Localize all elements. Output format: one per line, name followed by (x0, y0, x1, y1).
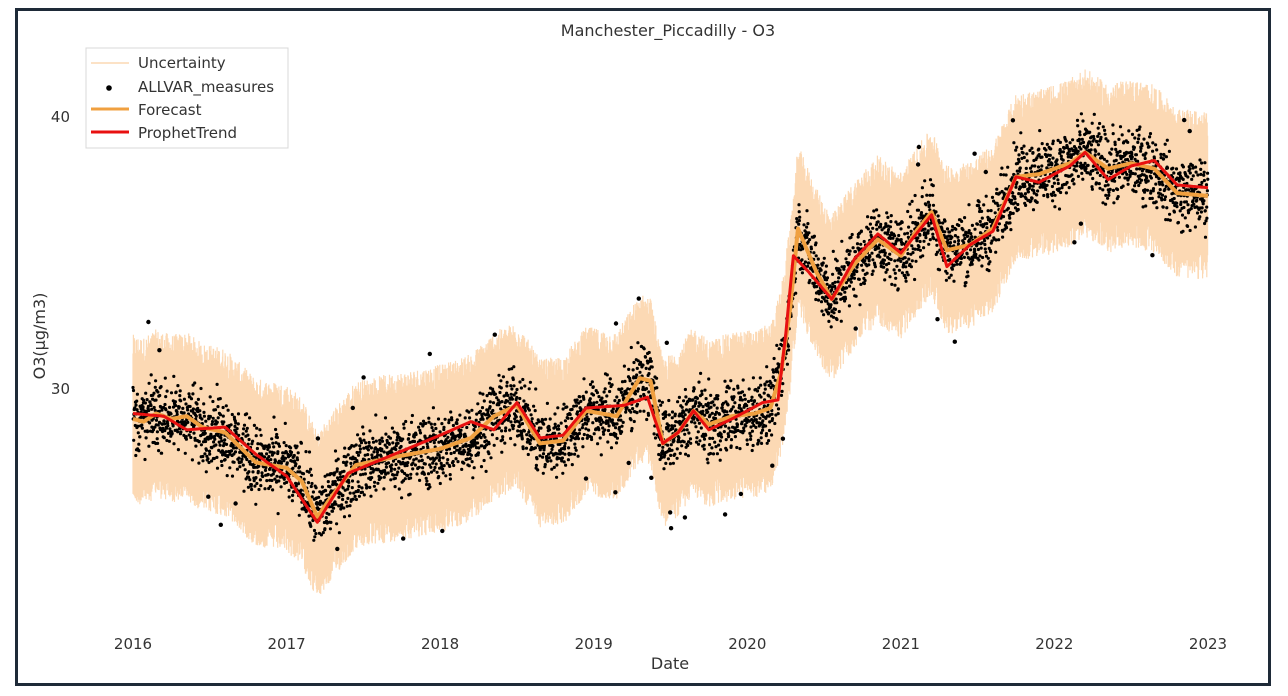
x-tick-label: 2023 (1189, 635, 1227, 653)
measure-outlier (952, 339, 957, 344)
legend-label-uncertainty: Uncertainty (138, 54, 226, 72)
y-axis-ticks: 30 40 (51, 108, 70, 398)
legend-label-measures: ALLVAR_measures (138, 78, 274, 97)
y-axis-label: O3(µg/m3) (30, 293, 49, 380)
x-tick-label: 2019 (575, 635, 613, 653)
measure-outlier (146, 319, 151, 325)
measure-outlier (915, 162, 921, 167)
measure-outlier (916, 144, 922, 150)
x-axis-ticks: 2016 2017 2018 2019 2020 2021 2022 2023 (114, 635, 1227, 653)
chart-frame: 2016 2017 2018 2019 2020 2021 2022 2023 30 40 Ma… (15, 8, 1271, 686)
x-tick-label: 2018 (421, 635, 459, 653)
x-axis-label: Date (651, 654, 689, 673)
trend-line (132, 150, 1209, 524)
legend-label-trend: ProphetTrend (138, 124, 237, 142)
measure-outlier (972, 151, 977, 156)
measure-outlier (1187, 128, 1192, 134)
measure-outlier (350, 405, 355, 411)
measure-outlier (1182, 117, 1187, 123)
measure-outlier (492, 332, 497, 337)
chart-title: Manchester_Piccadilly - O3 (561, 21, 775, 41)
measure-outlier (668, 510, 673, 515)
legend: Uncertainty ALLVAR_measures Forecast Pro… (85, 47, 289, 149)
x-tick-label: 2020 (728, 635, 766, 653)
measure-outlier (668, 526, 674, 531)
measure-outlier (1072, 240, 1077, 245)
measure-outlier (218, 522, 223, 527)
x-tick-label: 2021 (882, 635, 920, 653)
legend-item-trend: ProphetTrend (91, 124, 237, 142)
measure-outlier (315, 436, 321, 441)
y-tick-label: 30 (51, 380, 70, 398)
x-tick-label: 2022 (1035, 635, 1073, 653)
y-tick-label: 40 (51, 108, 70, 126)
measure-outlier (613, 490, 618, 495)
measure-outlier (664, 340, 669, 345)
measures-points (131, 112, 1210, 542)
measure-outlier (206, 494, 211, 499)
measure-outlier (1010, 118, 1016, 123)
measure-outlier (335, 546, 340, 552)
measures-points-layer (131, 112, 1210, 552)
x-tick-label: 2016 (114, 635, 152, 653)
measure-outlier (649, 475, 654, 480)
measure-outlier (722, 512, 728, 517)
measure-outlier (780, 436, 786, 441)
measure-outlier (626, 460, 631, 466)
measure-outlier (233, 501, 238, 506)
legend-item-measures: ALLVAR_measures (106, 78, 274, 97)
measure-outlier (636, 296, 641, 301)
x-tick-label: 2017 (268, 635, 306, 653)
measure-outlier (361, 375, 366, 380)
uncertainty-band (132, 69, 1209, 594)
measure-outlier (853, 326, 858, 331)
measure-outlier (770, 463, 775, 468)
measure-outlier (682, 515, 688, 520)
measure-outlier (738, 491, 744, 497)
chart-svg: 2016 2017 2018 2019 2020 2021 2022 2023 30 40 Ma… (30, 21, 1227, 673)
legend-label-forecast: Forecast (138, 101, 202, 119)
measure-outlier (583, 476, 589, 481)
legend-item-forecast: Forecast (91, 101, 202, 119)
measure-outlier (440, 528, 445, 534)
measure-outlier (1078, 221, 1084, 226)
measure-outlier (613, 321, 619, 326)
uncertainty-band-layer (132, 69, 1209, 594)
measure-outlier (427, 351, 432, 357)
trend-line-layer (132, 150, 1209, 524)
measure-outlier (1150, 253, 1155, 258)
measures-swatch (106, 85, 112, 91)
measure-outlier (983, 169, 988, 175)
measure-outlier (401, 536, 406, 541)
measure-outlier (157, 348, 162, 353)
legend-item-uncertainty: Uncertainty (91, 54, 226, 72)
measure-outlier (935, 317, 940, 322)
